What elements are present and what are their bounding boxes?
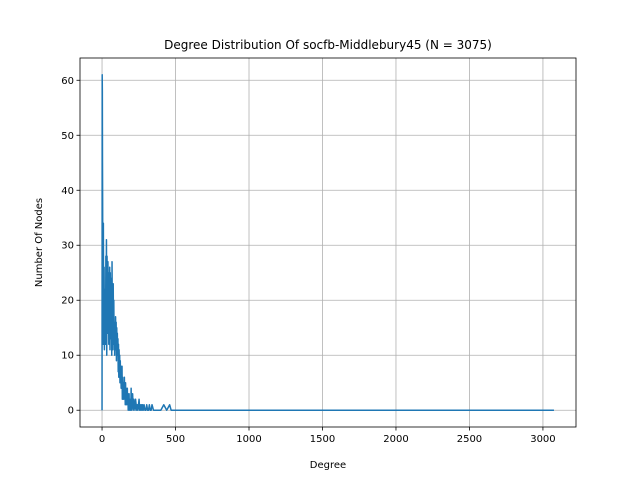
y-tick-label: 30: [61, 241, 74, 252]
y-tick-label: 20: [61, 296, 74, 307]
y-axis-label: Number Of Nodes: [34, 198, 45, 287]
x-tick-label: 1000: [236, 434, 261, 445]
y-tick-label: 0: [68, 406, 74, 417]
axes-frame: [79, 57, 577, 428]
axis-ticks: 0 500 1000 1500 2000 2500 3000 0 10 20 30 40 50 60: [61, 76, 555, 445]
x-tick-label: 3000: [530, 434, 555, 445]
x-tick-label: 1500: [310, 434, 335, 445]
chart-title: Degree Distribution Of socfb-Middlebury4…: [164, 38, 492, 52]
plot-area: [101, 74, 554, 411]
x-tick-label: 2500: [457, 434, 482, 445]
grid: [80, 58, 576, 427]
y-tick-label: 50: [61, 131, 74, 142]
x-tick-label: 500: [166, 434, 185, 445]
y-tick-label: 10: [61, 351, 74, 362]
x-tick-label: 2000: [383, 434, 408, 445]
series-line: [101, 74, 554, 411]
y-tick-label: 40: [61, 186, 74, 197]
x-axis-label: Degree: [310, 460, 346, 471]
y-tick-label: 60: [61, 76, 74, 87]
x-tick-label: 0: [99, 434, 105, 445]
